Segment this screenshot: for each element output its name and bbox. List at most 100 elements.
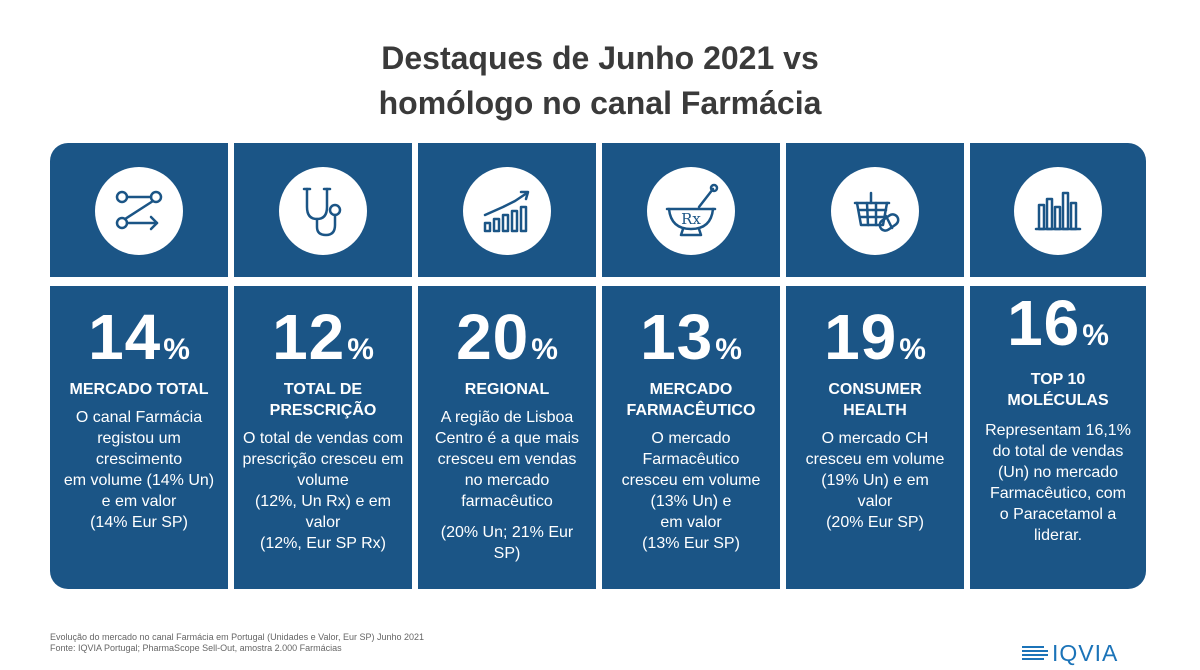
- description-line: O mercado: [651, 430, 731, 447]
- highlights-panel: 14% MERCADO TOTAL O canal Farmácia regis…: [50, 143, 1146, 589]
- description-line: em volume (14% Un): [63, 472, 215, 489]
- description-line: cresceu em volume: [621, 472, 761, 489]
- heading-line: REGIONAL: [464, 381, 550, 398]
- stat-unit: %: [1082, 319, 1109, 352]
- card-description: A região de Lisboa Centro é a que mais c…: [418, 407, 596, 564]
- description-line: prescrição cresceu em: [242, 451, 404, 468]
- heading-line: MERCADO: [649, 381, 733, 398]
- description-line: em valor: [660, 514, 722, 531]
- column-divider: [780, 143, 786, 589]
- stat-value: 13%: [602, 303, 780, 389]
- card-description: O mercado Farmacêutico cresceu em volume…: [602, 428, 780, 554]
- page-title: Destaques de Junho 2021 vs homólogo no c…: [0, 36, 1200, 126]
- description-line: Farmacêutico: [642, 451, 740, 468]
- svg-text:Rx: Rx: [681, 210, 701, 228]
- stat-unit: %: [899, 333, 926, 366]
- iqvia-logo: IQVIA: [1022, 640, 1142, 666]
- card-heading: MERCADO TOTAL: [50, 379, 228, 400]
- card-heading: TOP 10 MOLÉCULAS: [970, 369, 1146, 411]
- description-line: (12%, Eur SP Rx): [260, 535, 386, 552]
- description-line: (12%, Un Rx) e em: [254, 493, 392, 510]
- column-divider: [412, 143, 418, 589]
- description-line: crescimento: [95, 451, 183, 468]
- stat-value: 16%: [970, 289, 1146, 375]
- card-description: O mercado CH cresceu em volume (19% Un) …: [786, 428, 964, 533]
- card-mercado-farmaceutico: Rx 13% MERCADO FARMACÊUTICO O mercado Fa…: [602, 143, 780, 589]
- heading-line: HEALTH: [843, 402, 907, 419]
- logo-lines-icon: [1022, 644, 1050, 662]
- description-line: O canal Farmácia: [75, 409, 203, 426]
- card-consumer-health: 19% CONSUMER HEALTH O mercado CH cresceu…: [786, 143, 964, 589]
- heading-line: TOTAL DE: [283, 381, 363, 398]
- card-heading: REGIONAL: [418, 379, 596, 400]
- stat-number: 16: [1007, 287, 1081, 359]
- card-description: Representam 16,1% do total de vendas (Un…: [970, 420, 1146, 546]
- description-line: O mercado CH: [821, 430, 929, 447]
- heading-line: MOLÉCULAS: [1007, 392, 1109, 409]
- stat-value: 19%: [786, 303, 964, 389]
- stat-number: 20: [456, 301, 530, 373]
- title-line-2: homólogo no canal Farmácia: [378, 85, 822, 121]
- stat-value: 12%: [234, 303, 412, 389]
- stat-number: 14: [88, 301, 162, 373]
- description-line: A região de Lisboa: [440, 409, 574, 426]
- description-line: SP): [493, 545, 521, 562]
- description-line: (13% Eur SP): [642, 535, 740, 552]
- description-line: registou um: [97, 430, 181, 447]
- description-line: (19% Un) e em: [821, 472, 929, 489]
- description-line: valor: [305, 514, 341, 531]
- growth-chart-icon: [463, 167, 551, 255]
- card-regional: 20% REGIONAL A região de Lisboa Centro é…: [418, 143, 596, 589]
- footer-line-1: Evolução do mercado no canal Farmácia em…: [50, 632, 425, 642]
- title-line-1: Destaques de Junho 2021 vs: [381, 40, 819, 76]
- stat-number: 19: [824, 301, 898, 373]
- column-divider: [228, 143, 234, 589]
- stat-number: 12: [272, 301, 346, 373]
- footer-source: Evolução do mercado no canal Farmácia em…: [50, 632, 424, 654]
- description-line: (20% Eur SP): [826, 514, 924, 531]
- stat-value: 20%: [418, 303, 596, 389]
- stat-unit: %: [715, 333, 742, 366]
- description-line: Centro é a que mais: [434, 430, 580, 447]
- heading-line: PRESCRIÇÃO: [269, 402, 377, 419]
- description-line: cresceu em vendas: [437, 451, 577, 468]
- card-mercado-total: 14% MERCADO TOTAL O canal Farmácia regis…: [50, 143, 228, 589]
- card-top-10-moleculas: 16% TOP 10 MOLÉCULAS Representam 16,1% d…: [970, 143, 1146, 589]
- description-line: volume: [297, 472, 349, 489]
- flow-arrows-icon: [95, 167, 183, 255]
- basket-pill-icon: [831, 167, 919, 255]
- description-line: liderar.: [1033, 527, 1083, 544]
- card-description: O canal Farmácia registou um crescimento…: [50, 407, 228, 533]
- description-line: farmacêutico: [461, 493, 553, 510]
- heading-line: FARMACÊUTICO: [626, 402, 756, 419]
- column-divider: [964, 143, 970, 589]
- stat-unit: %: [347, 333, 374, 366]
- stat-unit: %: [531, 333, 558, 366]
- card-heading: TOTAL DE PRESCRIÇÃO: [234, 379, 412, 421]
- card-description: O total de vendas com prescrição cresceu…: [234, 428, 412, 554]
- heading-line: MERCADO TOTAL: [69, 381, 209, 398]
- description-line: (20% Un; 21% Eur: [440, 524, 574, 541]
- stat-unit: %: [163, 333, 190, 366]
- description-line: cresceu em volume: [805, 451, 945, 468]
- heading-line: CONSUMER: [828, 381, 922, 398]
- description-line: (14% Eur SP): [90, 514, 188, 531]
- description-line: valor: [857, 493, 893, 510]
- footer-line-2: Fonte: IQVIA Portugal; PharmaScope Sell-…: [50, 643, 342, 653]
- stat-number: 13: [640, 301, 714, 373]
- card-total-prescricao: 12% TOTAL DE PRESCRIÇÃO O total de venda…: [234, 143, 412, 589]
- description-line: Farmacêutico, com: [989, 485, 1127, 502]
- card-heading: CONSUMER HEALTH: [786, 379, 964, 421]
- description-line: Representam 16,1%: [985, 422, 1131, 439]
- description-line: o Paracetamol a: [999, 506, 1117, 523]
- mortar-rx-icon: Rx: [647, 167, 735, 255]
- column-divider: [596, 143, 602, 589]
- description-line: e em valor: [101, 493, 177, 510]
- description-line: do total de vendas: [992, 443, 1124, 460]
- heading-line: TOP 10: [1030, 371, 1086, 388]
- description-line: (13% Un) e: [650, 493, 732, 510]
- description-line: O total de vendas com: [242, 430, 404, 447]
- stat-value: 14%: [50, 303, 228, 389]
- description-line: no mercado: [464, 472, 550, 489]
- stethoscope-icon: [279, 167, 367, 255]
